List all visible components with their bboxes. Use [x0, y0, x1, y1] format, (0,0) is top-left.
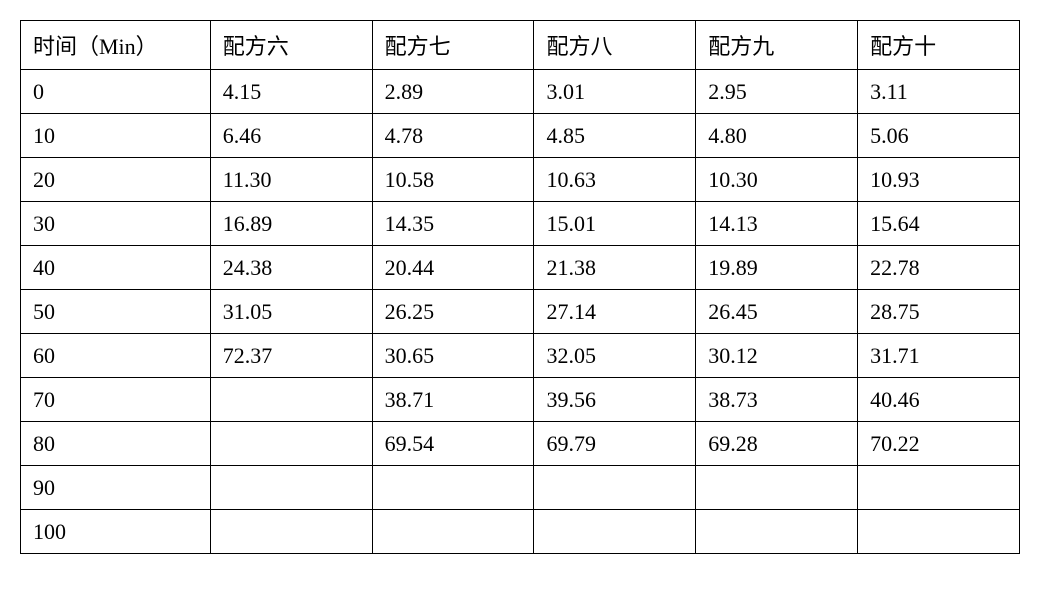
cell-value: 3.11	[858, 70, 1020, 114]
cell-value: 31.71	[858, 334, 1020, 378]
cell-value	[534, 466, 696, 510]
cell-value: 3.01	[534, 70, 696, 114]
cell-time: 90	[21, 466, 211, 510]
cell-value: 19.89	[696, 246, 858, 290]
cell-value: 22.78	[858, 246, 1020, 290]
cell-value: 10.58	[372, 158, 534, 202]
cell-value: 10.30	[696, 158, 858, 202]
cell-value	[210, 510, 372, 554]
cell-value: 27.14	[534, 290, 696, 334]
cell-time: 60	[21, 334, 211, 378]
column-header-time: 时间（Min）	[21, 21, 211, 70]
cell-value	[696, 466, 858, 510]
cell-value: 20.44	[372, 246, 534, 290]
cell-value: 11.30	[210, 158, 372, 202]
cell-value: 21.38	[534, 246, 696, 290]
cell-value	[372, 510, 534, 554]
cell-value: 15.64	[858, 202, 1020, 246]
cell-value: 38.73	[696, 378, 858, 422]
cell-value: 15.01	[534, 202, 696, 246]
cell-value: 4.80	[696, 114, 858, 158]
cell-value	[210, 466, 372, 510]
table-row: 10 6.46 4.78 4.85 4.80 5.06	[21, 114, 1020, 158]
cell-value: 70.22	[858, 422, 1020, 466]
data-table: 时间（Min） 配方六 配方七 配方八 配方九 配方十 0 4.15 2.89 …	[20, 20, 1020, 554]
cell-value: 31.05	[210, 290, 372, 334]
cell-value: 32.05	[534, 334, 696, 378]
cell-time: 80	[21, 422, 211, 466]
cell-value: 72.37	[210, 334, 372, 378]
table-row: 90	[21, 466, 1020, 510]
table-header-row: 时间（Min） 配方六 配方七 配方八 配方九 配方十	[21, 21, 1020, 70]
cell-value: 14.35	[372, 202, 534, 246]
cell-value: 69.54	[372, 422, 534, 466]
table-row: 80 69.54 69.79 69.28 70.22	[21, 422, 1020, 466]
cell-value: 2.95	[696, 70, 858, 114]
cell-time: 30	[21, 202, 211, 246]
cell-time: 20	[21, 158, 211, 202]
cell-value: 4.15	[210, 70, 372, 114]
cell-value: 30.12	[696, 334, 858, 378]
cell-value: 26.45	[696, 290, 858, 334]
column-header-formula-8: 配方八	[534, 21, 696, 70]
cell-value	[858, 466, 1020, 510]
cell-value: 6.46	[210, 114, 372, 158]
cell-time: 70	[21, 378, 211, 422]
cell-value: 14.13	[696, 202, 858, 246]
table-body: 0 4.15 2.89 3.01 2.95 3.11 10 6.46 4.78 …	[21, 70, 1020, 554]
cell-time: 10	[21, 114, 211, 158]
cell-value: 28.75	[858, 290, 1020, 334]
cell-value: 30.65	[372, 334, 534, 378]
cell-value	[696, 510, 858, 554]
cell-value: 4.78	[372, 114, 534, 158]
cell-value	[210, 378, 372, 422]
column-header-formula-6: 配方六	[210, 21, 372, 70]
column-header-formula-7: 配方七	[372, 21, 534, 70]
table-row: 70 38.71 39.56 38.73 40.46	[21, 378, 1020, 422]
cell-value	[210, 422, 372, 466]
cell-value: 26.25	[372, 290, 534, 334]
cell-value: 38.71	[372, 378, 534, 422]
cell-value	[372, 466, 534, 510]
table-row: 40 24.38 20.44 21.38 19.89 22.78	[21, 246, 1020, 290]
column-header-formula-9: 配方九	[696, 21, 858, 70]
cell-value: 39.56	[534, 378, 696, 422]
cell-value: 16.89	[210, 202, 372, 246]
cell-value: 40.46	[858, 378, 1020, 422]
table-row: 50 31.05 26.25 27.14 26.45 28.75	[21, 290, 1020, 334]
data-table-container: 时间（Min） 配方六 配方七 配方八 配方九 配方十 0 4.15 2.89 …	[20, 20, 1020, 554]
cell-value: 10.63	[534, 158, 696, 202]
cell-time: 50	[21, 290, 211, 334]
cell-time: 40	[21, 246, 211, 290]
table-row: 30 16.89 14.35 15.01 14.13 15.64	[21, 202, 1020, 246]
cell-value	[534, 510, 696, 554]
table-row: 60 72.37 30.65 32.05 30.12 31.71	[21, 334, 1020, 378]
cell-value: 2.89	[372, 70, 534, 114]
cell-value	[858, 510, 1020, 554]
cell-time: 0	[21, 70, 211, 114]
column-header-formula-10: 配方十	[858, 21, 1020, 70]
table-row: 0 4.15 2.89 3.01 2.95 3.11	[21, 70, 1020, 114]
cell-time: 100	[21, 510, 211, 554]
table-row: 20 11.30 10.58 10.63 10.30 10.93	[21, 158, 1020, 202]
cell-value: 10.93	[858, 158, 1020, 202]
cell-value: 24.38	[210, 246, 372, 290]
cell-value: 69.28	[696, 422, 858, 466]
cell-value: 4.85	[534, 114, 696, 158]
table-row: 100	[21, 510, 1020, 554]
cell-value: 69.79	[534, 422, 696, 466]
cell-value: 5.06	[858, 114, 1020, 158]
